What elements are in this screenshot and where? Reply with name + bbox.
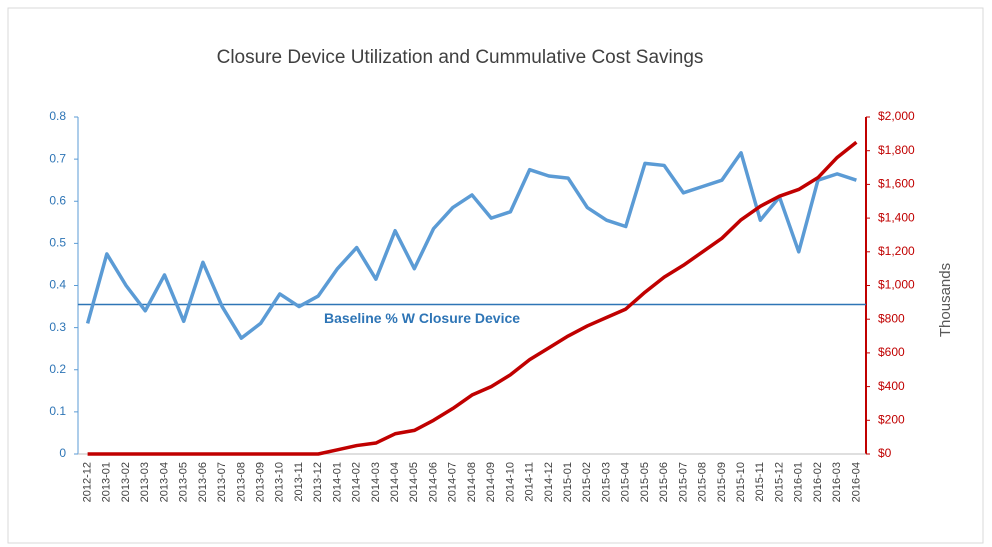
- x-tick-label: 2016-03: [831, 462, 843, 502]
- y2-tick-label: $1,800: [878, 143, 915, 157]
- y-tick-label: 0.7: [49, 151, 66, 165]
- x-tick-label: 2013-05: [178, 462, 190, 502]
- x-tick-label: 2015-09: [716, 462, 728, 502]
- y2-tick-label: $800: [878, 311, 905, 325]
- x-tick-label: 2016-04: [850, 462, 862, 502]
- y2-tick-label: $400: [878, 379, 905, 393]
- x-tick-label: 2013-08: [235, 462, 247, 502]
- x-tick-label: 2013-07: [216, 462, 228, 502]
- y-tick-label: 0: [59, 446, 66, 460]
- x-tick-label: 2014-01: [331, 462, 343, 502]
- x-tick-label: 2015-05: [639, 462, 651, 502]
- y-tick-label: 0.3: [49, 320, 66, 334]
- y2-tick-label: $2,000: [878, 109, 915, 123]
- x-tick-label: 2013-01: [101, 462, 113, 502]
- x-tick-label: 2015-02: [581, 462, 593, 502]
- x-tick-label: 2014-02: [351, 462, 363, 502]
- chart-title: Closure Device Utilization and Cummulati…: [217, 47, 704, 68]
- x-tick-label: 2015-01: [562, 462, 574, 502]
- x-tick-label: 2015-04: [620, 462, 632, 502]
- x-tick-label: 2014-06: [427, 462, 439, 502]
- y-tick-label: 0.4: [49, 278, 66, 292]
- y2-tick-label: $1,400: [878, 210, 915, 224]
- y-tick-label: 0.6: [49, 193, 66, 207]
- x-tick-label: 2013-02: [120, 462, 132, 502]
- x-tick-label: 2014-11: [524, 462, 536, 502]
- x-tick-label: 2015-03: [600, 462, 612, 502]
- y-tick-label: 0.5: [49, 236, 66, 250]
- x-tick-label: 2013-12: [312, 462, 324, 502]
- y-tick-label: 0.2: [49, 362, 66, 376]
- baseline-label: Baseline % W Closure Device: [324, 310, 520, 326]
- x-tick-label: 2014-10: [504, 462, 516, 502]
- x-tick-label: 2014-05: [408, 462, 420, 502]
- x-tick-label: 2015-08: [697, 462, 709, 502]
- x-tick-label: 2015-11: [754, 462, 766, 502]
- x-tick-label: 2012-12: [82, 462, 94, 502]
- y2-tick-label: $200: [878, 412, 905, 426]
- y2-tick-label: $600: [878, 345, 905, 359]
- y2-tick-label: $1,000: [878, 278, 915, 292]
- x-tick-label: 2014-07: [447, 462, 459, 502]
- y2-tick-label: $1,200: [878, 244, 915, 258]
- x-tick-label: 2014-03: [370, 462, 382, 502]
- x-tick-label: 2015-06: [658, 462, 670, 502]
- series-line: [85, 151, 857, 340]
- series-line: [87, 140, 858, 456]
- x-tick-label: 2016-01: [793, 462, 805, 502]
- y2-axis-title: Thousands: [937, 263, 954, 337]
- y2-tick-label: $1,600: [878, 177, 915, 191]
- x-tick-label: 2014-08: [466, 462, 478, 502]
- x-tick-label: 2016-02: [812, 462, 824, 502]
- x-tick-label: 2013-03: [139, 462, 151, 502]
- x-tick-label: 2014-09: [485, 462, 497, 502]
- x-tick-label: 2015-12: [773, 462, 785, 502]
- x-tick-label: 2014-12: [543, 462, 555, 502]
- y2-tick-label: $0: [878, 446, 892, 460]
- x-tick-label: 2013-04: [158, 462, 170, 502]
- y-tick-label: 0.8: [49, 109, 66, 123]
- x-tick-label: 2014-04: [389, 462, 401, 502]
- x-tick-label: 2013-10: [274, 462, 286, 502]
- y-tick-label: 0.1: [49, 404, 66, 418]
- x-tick-label: 2013-11: [293, 462, 305, 502]
- x-tick-label: 2013-06: [197, 462, 209, 502]
- x-tick-label: 2015-10: [735, 462, 747, 502]
- x-tick-label: 2015-07: [677, 462, 689, 502]
- x-tick-label: 2013-09: [254, 462, 266, 502]
